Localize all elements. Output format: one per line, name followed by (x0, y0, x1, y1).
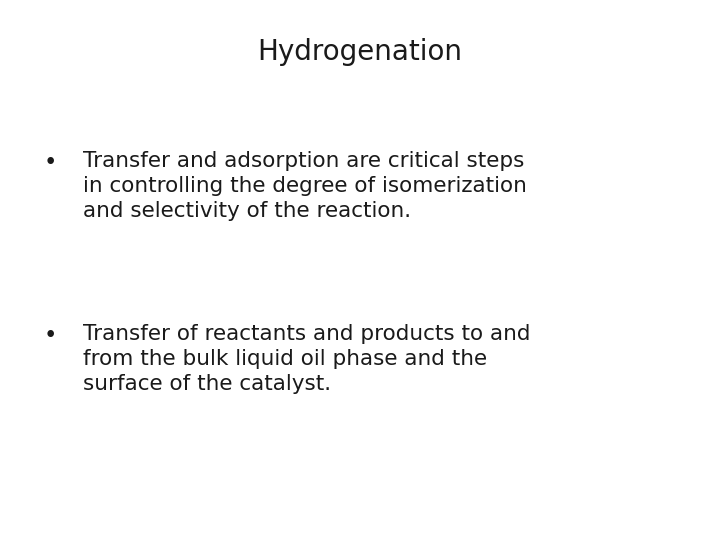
Text: •: • (44, 324, 57, 347)
Text: Transfer of reactants and products to and
from the bulk liquid oil phase and the: Transfer of reactants and products to an… (83, 324, 531, 394)
Text: Hydrogenation: Hydrogenation (258, 38, 462, 66)
Text: Transfer and adsorption are critical steps
in controlling the degree of isomeriz: Transfer and adsorption are critical ste… (83, 151, 526, 221)
Text: •: • (44, 151, 57, 174)
